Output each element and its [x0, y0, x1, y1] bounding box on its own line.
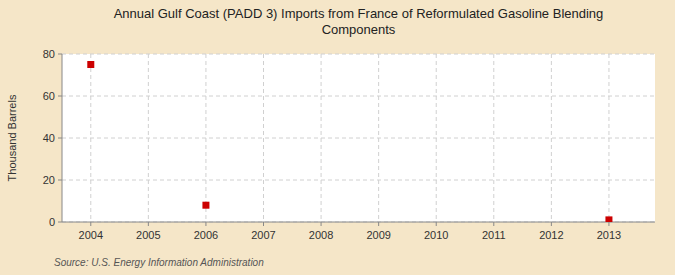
data-points — [87, 61, 612, 222]
x-tick — [551, 222, 552, 226]
y-tick-label: 80 — [43, 48, 55, 60]
x-tick-label: 2008 — [309, 229, 333, 241]
x-tick — [436, 222, 437, 226]
ticks: 2004 2005 2006 2007 2008 2009 2010 2011 2012 2013… — [43, 48, 621, 241]
chart-svg: 2004 2005 2006 2007 2008 2009 2010 2011 2012 2013… — [0, 0, 675, 275]
x-tick-label: 2007 — [251, 229, 275, 241]
source-note: Source: U.S. Energy Information Administ… — [54, 257, 264, 268]
grid — [62, 54, 655, 222]
x-tick — [263, 222, 264, 226]
grid-line-y — [62, 96, 655, 97]
grid-line-y — [62, 222, 655, 223]
point — [605, 216, 612, 222]
y-axis-label: Thousand Barrels — [6, 94, 18, 181]
x-tick — [378, 222, 379, 226]
point — [202, 202, 209, 209]
x-tick-label: 2013 — [597, 229, 621, 241]
grid-line-x — [608, 54, 609, 222]
grid-line-x — [263, 54, 264, 222]
grid-line-x — [148, 54, 149, 222]
x-tick — [90, 222, 91, 226]
x-tick-label: 2006 — [194, 229, 218, 241]
y-tick-label: 60 — [43, 90, 55, 102]
x-tick — [205, 222, 206, 226]
y-tick — [58, 138, 62, 139]
x-tick-label: 2005 — [136, 229, 160, 241]
grid-line-x — [321, 54, 322, 222]
grid-line-x — [493, 54, 494, 222]
x-tick — [148, 222, 149, 226]
grid-line-y — [62, 180, 655, 181]
background — [0, 0, 675, 275]
grid-line-x — [90, 54, 91, 222]
point — [87, 61, 94, 68]
grid-line-x — [378, 54, 379, 222]
x-tick — [493, 222, 494, 226]
x-tick-label: 2004 — [79, 229, 103, 241]
chart-container: 2004 2005 2006 2007 2008 2009 2010 2011 2012 2013… — [0, 0, 675, 275]
grid-line-x — [205, 54, 206, 222]
y-tick — [58, 54, 62, 55]
grid-line-y — [62, 54, 655, 55]
y-tick-label: 20 — [43, 174, 55, 186]
y-tick-label: 40 — [43, 132, 55, 144]
grid-line-y — [62, 138, 655, 139]
x-tick-label: 2010 — [424, 229, 448, 241]
x-tick — [321, 222, 322, 226]
y-tick — [58, 180, 62, 181]
plot-background — [62, 54, 655, 222]
y-tick-label: 0 — [49, 216, 55, 228]
grid-line-x — [551, 54, 552, 222]
x-tick-label: 2011 — [482, 229, 506, 241]
x-tick-label: 2012 — [539, 229, 563, 241]
x-axis-line — [62, 222, 655, 223]
grid-line-x — [436, 54, 437, 222]
y-tick — [58, 222, 62, 223]
x-tick — [608, 222, 609, 226]
y-tick — [58, 96, 62, 97]
x-tick-label: 2009 — [366, 229, 390, 241]
title: Annual Gulf Coast (PADD 3) Imports from … — [114, 6, 604, 37]
